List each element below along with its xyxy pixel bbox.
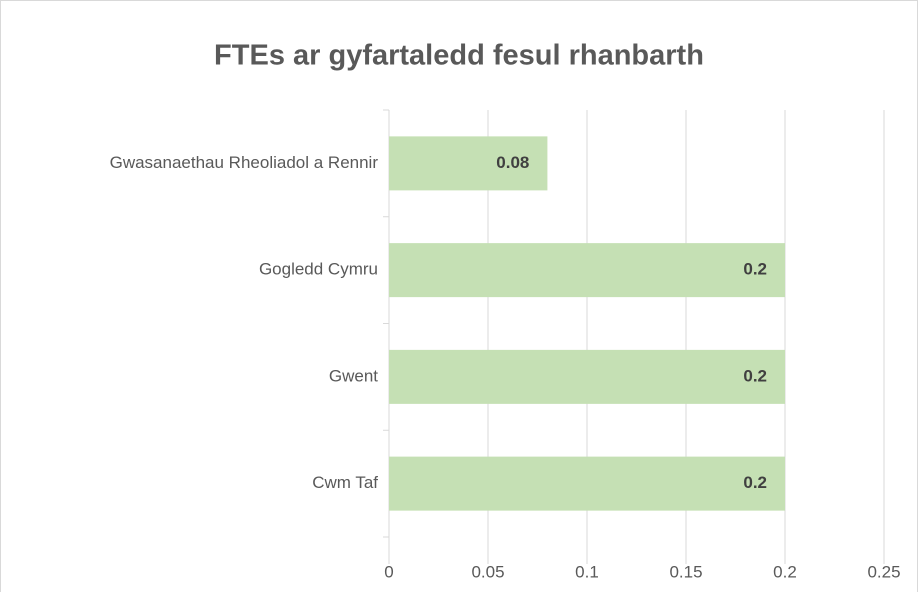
bar bbox=[389, 243, 785, 298]
x-tick-label: 0.2 bbox=[773, 562, 797, 581]
x-tick-label: 0.1 bbox=[575, 562, 599, 581]
y-tick-label: Cwm Taf bbox=[312, 473, 378, 492]
y-tick-label: Gwasanaethau Rheoliadol a Rennir bbox=[110, 153, 379, 172]
data-label: 0.2 bbox=[743, 473, 767, 492]
data-label: 0.2 bbox=[743, 366, 767, 385]
bar bbox=[389, 349, 785, 404]
chart-title: FTEs ar gyfartaledd fesul rhanbarth bbox=[214, 40, 704, 72]
bar bbox=[389, 456, 785, 511]
data-label: 0.08 bbox=[496, 153, 529, 172]
x-tick-label: 0.25 bbox=[867, 562, 900, 581]
y-tick-label: Gogledd Cymru bbox=[259, 260, 378, 279]
x-tick-label: 0.15 bbox=[669, 562, 702, 581]
data-label: 0.2 bbox=[743, 260, 767, 279]
bar bbox=[389, 136, 548, 191]
x-tick-label: 0 bbox=[384, 562, 393, 581]
x-tick-label: 0.05 bbox=[471, 562, 504, 581]
y-tick-label: Gwent bbox=[329, 366, 378, 385]
